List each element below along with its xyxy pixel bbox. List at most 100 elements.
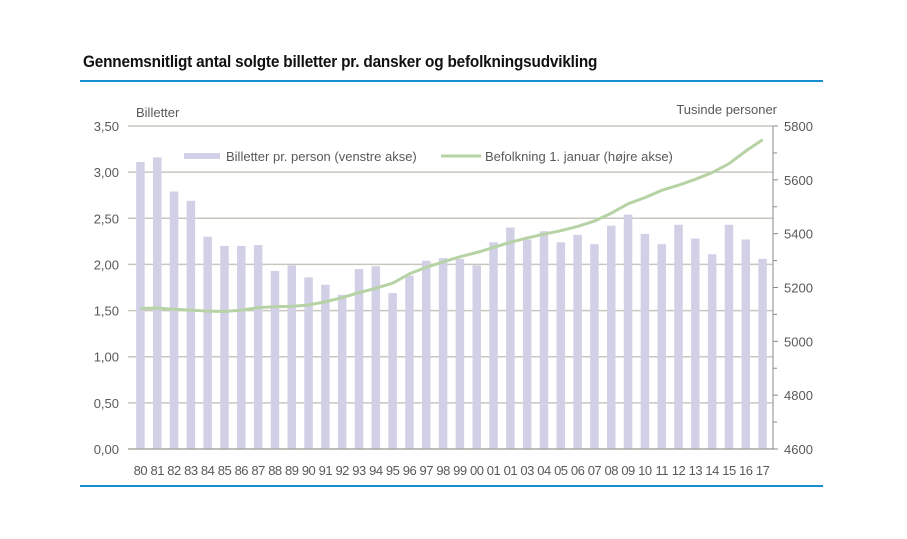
bar xyxy=(405,275,414,449)
bar xyxy=(674,224,683,449)
x-tick-label: 89 xyxy=(285,463,299,478)
bar xyxy=(152,157,162,449)
x-tick-label: 95 xyxy=(386,463,400,478)
y2-tick-label: 5000 xyxy=(784,334,813,349)
bar xyxy=(590,244,599,449)
bar xyxy=(337,294,347,449)
x-tick-label: 07 xyxy=(588,463,602,478)
x-tick-label: 14 xyxy=(705,463,719,478)
y2-tick-label: 5600 xyxy=(784,173,813,188)
bar xyxy=(321,284,330,449)
population-line xyxy=(140,138,764,313)
x-tick-label: 88 xyxy=(268,463,282,478)
bar xyxy=(287,265,296,449)
x-tick-label: 15 xyxy=(722,463,736,478)
x-tick-label: 91 xyxy=(319,463,333,478)
x-tick-label: 85 xyxy=(218,463,232,478)
bar xyxy=(724,224,734,449)
bar xyxy=(506,227,515,449)
y2-axis-title: Tusinde personer xyxy=(676,102,777,117)
y2-tick-label: 5800 xyxy=(784,119,813,134)
y2-tick-label: 5200 xyxy=(784,281,813,296)
legend: Billetter pr. person (venstre akse) Befol… xyxy=(184,149,673,164)
x-tick-label: 05 xyxy=(554,463,568,478)
y-axis-title: Billetter xyxy=(136,105,180,120)
x-tick-label: 11 xyxy=(655,463,668,478)
y-tick-label: 2,50 xyxy=(94,211,119,226)
bottom-rule xyxy=(80,485,823,487)
y-tick-label: 0,00 xyxy=(94,442,119,457)
x-tick-label: 06 xyxy=(571,463,585,478)
line-series-befolkning xyxy=(140,138,764,313)
x-tick-label: 90 xyxy=(302,463,316,478)
bar xyxy=(472,265,481,449)
chart-title: Gennemsnitligt antal solgte billetter pr… xyxy=(83,53,598,71)
bar xyxy=(691,238,700,449)
bar xyxy=(203,236,212,449)
y2-tick-label: 4600 xyxy=(784,442,813,457)
x-tick-label: 99 xyxy=(453,463,467,478)
bar xyxy=(371,266,381,449)
x-tick-label: 01 xyxy=(487,463,501,478)
bar xyxy=(186,200,196,449)
bar xyxy=(657,244,666,449)
bar xyxy=(556,242,566,449)
x-tick-label: 94 xyxy=(369,463,383,478)
bar xyxy=(539,231,549,449)
y2-tick-label: 4800 xyxy=(784,388,813,403)
x-tick-label: 10 xyxy=(638,463,652,478)
x-tick-label: 86 xyxy=(235,463,249,478)
x-tick-label: 84 xyxy=(201,463,215,478)
x-tick-label: 03 xyxy=(520,463,534,478)
x-tick-label: 09 xyxy=(621,463,635,478)
bar xyxy=(422,260,431,449)
bar xyxy=(354,269,364,449)
x-tick-label: 82 xyxy=(167,463,181,478)
y-tick-label: 3,00 xyxy=(94,165,119,180)
x-tick-label: 17 xyxy=(756,463,770,478)
bar xyxy=(270,270,280,449)
x-tick-label: 96 xyxy=(403,463,417,478)
x-tick-label: 04 xyxy=(537,463,551,478)
legend-label-billetter: Billetter pr. person (venstre akse) xyxy=(226,149,417,164)
axes: 0,00 0,50 1,00 1,50 2,00 2,50 3,00 3,50 4600 4800… xyxy=(94,102,813,478)
bar-series-billetter xyxy=(136,157,767,449)
bar xyxy=(741,239,751,449)
bar xyxy=(438,257,448,449)
y2-tick-label: 5400 xyxy=(784,227,813,242)
x-tick-label: 87 xyxy=(251,463,265,478)
x-tick-label: 93 xyxy=(352,463,366,478)
x-tick-label: 92 xyxy=(335,463,349,478)
x-tick-label: 81 xyxy=(150,463,164,478)
y-tick-label: 0,50 xyxy=(94,396,119,411)
x-tick-label: 01 xyxy=(504,463,518,478)
bar xyxy=(607,225,616,449)
x-tick-label: 13 xyxy=(689,463,703,478)
bar xyxy=(640,233,650,449)
bar xyxy=(758,258,767,449)
top-rule xyxy=(80,80,823,82)
x-tick-label: 80 xyxy=(134,463,148,478)
bar xyxy=(136,161,145,449)
legend-label-befolkning: Befolkning 1. januar (højre akse) xyxy=(485,149,673,164)
bar xyxy=(573,234,582,449)
y-tick-label: 3,50 xyxy=(94,119,119,134)
bar xyxy=(237,245,246,449)
x-tick-label: 97 xyxy=(420,463,434,478)
bar xyxy=(220,245,229,449)
y-tick-label: 2,00 xyxy=(94,257,119,272)
bar xyxy=(304,277,313,449)
x-tick-label: 98 xyxy=(436,463,450,478)
bar xyxy=(455,258,465,449)
legend-bar-swatch xyxy=(184,153,220,159)
bar xyxy=(253,245,263,449)
bar xyxy=(623,214,633,449)
x-tick-label: 16 xyxy=(739,463,753,478)
x-tick-label: 83 xyxy=(184,463,198,478)
x-tick-label: 00 xyxy=(470,463,484,478)
y-tick-label: 1,50 xyxy=(94,304,119,319)
bar xyxy=(707,254,717,449)
bar xyxy=(489,242,498,449)
bar xyxy=(522,239,532,449)
